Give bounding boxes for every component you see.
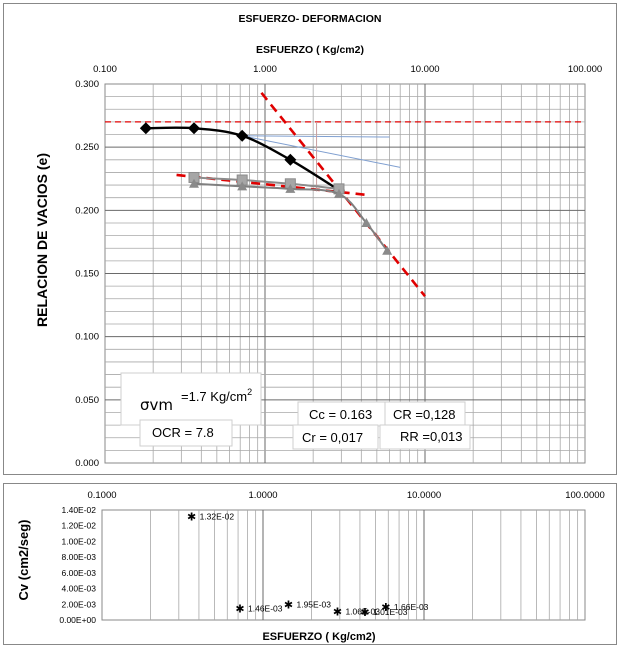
cv-y-tick-label: 1.00E-02	[62, 536, 97, 546]
data-point-diamond	[236, 129, 249, 142]
y-tick-label: 0.050	[75, 395, 99, 406]
construction-line	[260, 92, 427, 298]
cv-data-point: ✱	[235, 603, 244, 616]
cv-data-label: 1.01E-03	[373, 607, 408, 617]
y-tick-label: 0.250	[75, 142, 99, 153]
data-point-diamond	[139, 122, 152, 135]
annotation-box-cc	[297, 401, 389, 427]
cv-y-axis-label: Cv (cm2/seg)	[16, 520, 31, 601]
cv-data-point: ✱	[381, 601, 390, 614]
annotation-svm-value: =1.7 Kg/cm2	[181, 387, 252, 404]
cv-data-label: 1.32E-02	[200, 511, 235, 521]
annotation-svm-symbol: σvm	[140, 396, 173, 414]
data-point-triangle	[361, 217, 372, 227]
cv-y-tick-label: 1.40E-02	[62, 505, 97, 515]
cv-x-tick-label: 0.1000	[87, 490, 116, 501]
data-point-triangle	[189, 178, 200, 188]
x-tick-label: 100.000	[568, 64, 602, 75]
cv-data-point: ✱	[284, 599, 293, 612]
annotation-box-svm	[120, 372, 262, 426]
cv-data-label: 1.95E-03	[296, 600, 331, 610]
y-axis-label: RELACION DE VACIOS (e)	[34, 153, 50, 327]
cv-x-tick-label: 10.0000	[407, 490, 441, 501]
data-point-triangle	[382, 245, 393, 255]
x-tick-label: 0.100	[93, 64, 117, 75]
annotation-cr-lower: Cr = 0,017	[302, 430, 363, 445]
cv-data-label: 1.66E-03	[394, 602, 429, 612]
x-axis-label: ESFUERZO ( Kg/cm2)	[256, 44, 364, 56]
y-tick-label: 0.150	[75, 269, 99, 280]
cv-y-tick-label: 4.00E-03	[62, 584, 97, 594]
annotation-rr: RR =0,013	[400, 429, 463, 444]
cv-data-point: ✱	[360, 606, 369, 619]
annotation-box-ocr	[139, 419, 233, 447]
cv-y-tick-label: 8.00E-03	[62, 552, 97, 562]
cv-y-tick-label: 1.20E-02	[62, 521, 97, 531]
cv-y-tick-label: 6.00E-03	[62, 568, 97, 578]
x-tick-label: 10.000	[410, 64, 439, 75]
cv-plot-area	[101, 509, 586, 621]
x-tick-label: 1.000	[253, 64, 277, 75]
data-point-diamond	[284, 153, 297, 166]
cv-x-axis-label: ESFUERZO ( Kg/cm2)	[262, 631, 375, 643]
cv-y-tick-label: 2.00E-03	[62, 599, 97, 609]
chart-title: ESFUERZO- DEFORMACION	[239, 13, 382, 25]
annotation-ocr: OCR = 7.8	[152, 425, 214, 440]
series-line-reload	[193, 176, 340, 190]
y-tick-label: 0.000	[75, 458, 99, 469]
cv-data-point: ✱	[187, 510, 196, 523]
data-point-triangle	[237, 181, 248, 191]
data-point-triangle	[285, 183, 296, 193]
cv-y-tick-label: 0.00E+00	[59, 615, 96, 625]
cv-x-tick-label: 1.0000	[248, 490, 277, 501]
construction-line	[242, 135, 390, 138]
data-point-diamond	[188, 122, 201, 135]
annotation-cc: Cc = 0.163	[309, 407, 372, 422]
y-tick-label: 0.200	[75, 205, 99, 216]
construction-line	[242, 135, 401, 168]
cv-data-label: 1.06E-03	[345, 607, 380, 617]
cv-data-point: ✱	[333, 606, 342, 619]
y-tick-label: 0.300	[75, 79, 99, 90]
annotation-box-cr-lower	[292, 424, 379, 450]
data-point-triangle	[333, 188, 344, 198]
y-tick-label: 0.100	[75, 332, 99, 343]
annotation-cr-upper: CR =0,128	[393, 407, 456, 422]
cv-data-label: 1.46E-03	[248, 604, 283, 614]
annotation-box-rr	[379, 424, 471, 450]
cv-x-tick-label: 100.0000	[565, 490, 605, 501]
annotation-box-cr-upper	[384, 401, 466, 427]
